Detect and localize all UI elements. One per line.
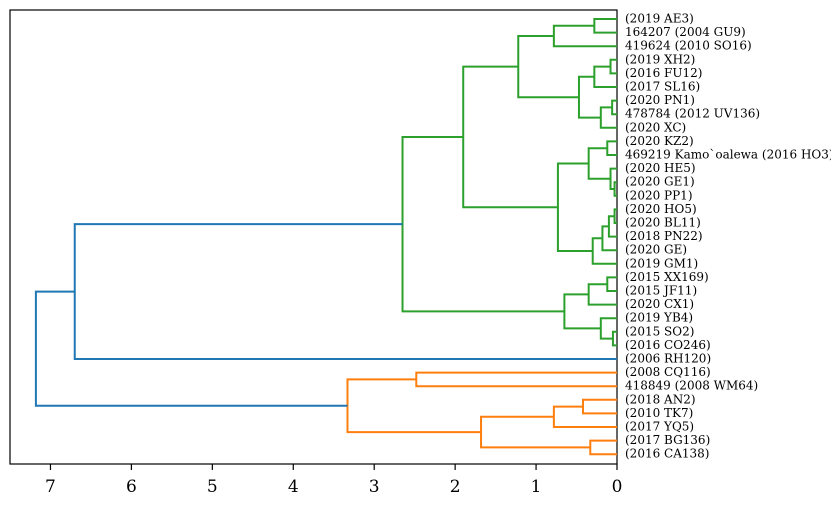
leaf-label: (2019 XH2)	[625, 52, 695, 66]
leaf-label: (2020 PN1)	[625, 93, 695, 107]
dendrogram-link-green	[401, 135, 565, 313]
leaf-label: (2020 HE5)	[625, 161, 696, 175]
leaf-label: (2020 HO5)	[625, 202, 697, 216]
dendrogram-link-green	[606, 276, 617, 292]
dendrogram-link-green	[599, 106, 617, 129]
leaf-label: 418849 (2008 WM64)	[625, 379, 758, 393]
leaf-label: (2017 SL16)	[625, 80, 700, 94]
dendrogram-link-green	[611, 99, 617, 116]
x-axis: 7 6 5 4 3 2 1 0	[45, 464, 622, 497]
leaf-label: 478784 (2012 UV136)	[625, 107, 760, 121]
leaf-label: (2016 CO246)	[625, 338, 711, 352]
dendrogram-link-green	[552, 24, 617, 48]
dendrogram-link-blue	[34, 290, 348, 407]
dendrogram-link-green	[593, 18, 617, 34]
leaf-label: 164207 (2004 GU9)	[625, 25, 746, 39]
dendrogram-link-green	[577, 75, 601, 119]
leaf-label: 419624 (2010 SO16)	[625, 39, 752, 53]
dendrogram-link-green	[556, 162, 593, 253]
leaf-label: (2016 CA138)	[625, 447, 709, 461]
leaf-label: (2006 RH120)	[625, 352, 711, 366]
dendrogram-link-green	[611, 330, 617, 347]
dendrogram-link-green	[593, 65, 617, 88]
x-tick-label: 0	[612, 477, 623, 497]
dendrogram-link-orange	[589, 439, 617, 456]
dendrogram-link-green	[462, 65, 558, 209]
x-tick-label: 6	[126, 477, 137, 497]
dendrogram-link-orange	[582, 398, 617, 415]
leaf-label: (2020 PP1)	[625, 188, 693, 202]
leaf-label: (2015 JF11)	[625, 284, 697, 298]
leaf-label: (2010 TK7)	[625, 406, 693, 420]
leaf-label: (2017 BG136)	[625, 433, 710, 447]
dendrogram-links	[34, 18, 617, 456]
dendrogram-link-orange	[480, 415, 591, 449]
dendrogram-link-blue	[73, 223, 617, 360]
dendrogram-link-green	[517, 35, 579, 99]
leaf-label: (2015 SO2)	[625, 324, 694, 338]
dendrogram-link-green	[587, 283, 617, 306]
leaf-label: (2020 GE)	[625, 243, 687, 257]
leaf-label: (2020 BL11)	[625, 216, 701, 230]
leaf-label: (2020 CX1)	[625, 297, 694, 311]
x-tick-label: 5	[207, 477, 218, 497]
leaf-label: (2020 GE1)	[625, 175, 695, 189]
leaf-label: (2020 XC)	[625, 120, 686, 134]
x-tick-label: 3	[369, 477, 380, 497]
dendrogram-link-green	[606, 140, 617, 156]
leaf-label: (2019 GM1)	[625, 256, 698, 270]
x-tick-label: 1	[531, 477, 542, 497]
x-tick-label: 7	[45, 477, 56, 497]
plot-frame	[9, 9, 618, 465]
x-tick-label: 4	[288, 477, 299, 497]
leaf-label: (2018 AN2)	[625, 392, 696, 406]
leaf-label: (2008 CQ116)	[625, 365, 711, 379]
dendrogram-link-green	[599, 317, 617, 340]
leaf-label: (2018 PN22)	[625, 229, 703, 243]
leaf-labels: (2019 AE3)164207 (2004 GU9)419624 (2010 …	[625, 12, 831, 461]
leaf-label: (2015 XX169)	[625, 270, 709, 284]
dendrogram-link-green	[609, 58, 617, 75]
dendrogram-link-orange	[346, 378, 482, 434]
leaf-label: (2019 YB4)	[625, 311, 693, 325]
leaf-label: 469219 Kamo`oalewa (2016 HO3)	[625, 148, 831, 162]
dendrogram-link-orange	[552, 405, 617, 428]
dendrogram-link-green	[563, 293, 601, 330]
leaf-label: (2017 YQ5)	[625, 420, 694, 434]
x-tick-label: 2	[450, 477, 461, 497]
dendrogram-link-orange	[415, 371, 617, 388]
leaf-label: (2019 AE3)	[625, 12, 694, 26]
leaf-label: (2020 KZ2)	[625, 134, 694, 148]
leaf-label: (2016 FU12)	[625, 66, 702, 80]
dendrogram-link-green	[607, 215, 617, 238]
